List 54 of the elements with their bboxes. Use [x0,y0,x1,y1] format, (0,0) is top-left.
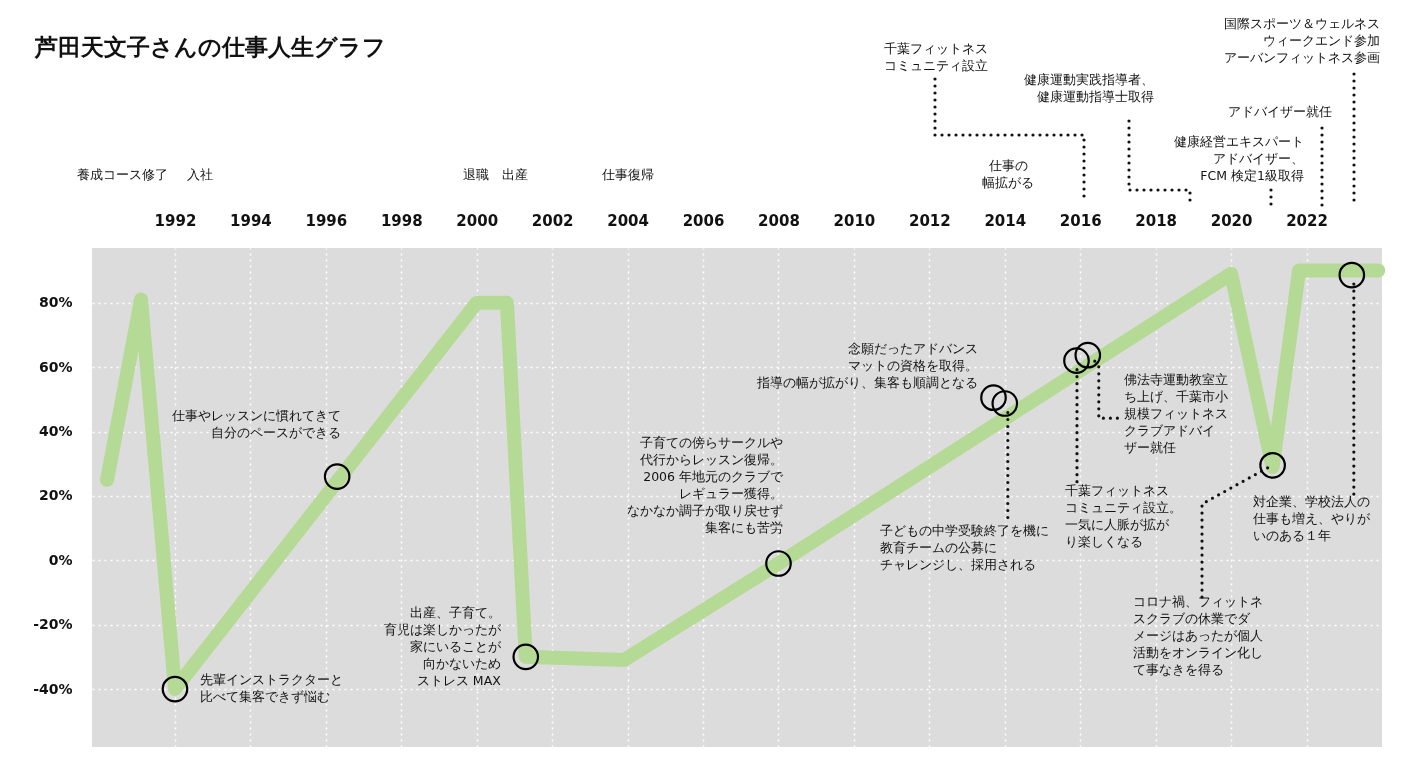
x-tick-label: 2004 [607,211,649,230]
point [1259,451,1286,479]
text: アドバイザー就任 [1228,104,1332,119]
y-tick-label: -40% [33,680,73,697]
point [991,390,1019,417]
chart-title: 芦田天文子さんの仕事人生グラフ [35,33,386,62]
annotation: 対企業、学校法人の仕事も増え、やりがいのある１年 [1251,494,1371,544]
x-tick-label: 2016 [1059,211,1102,230]
x-tick-label: 2022 [1286,211,1328,230]
x-tick-label: 2000 [456,211,499,230]
annotation: 佛法寺運動教室立ち上げ、千葉市小規模フィットネスクラブアドバイザー就任 [1123,372,1228,456]
x-tick-label: 1998 [380,211,423,230]
text: 仕事復帰 [601,167,654,182]
point [161,675,189,703]
y-tick-label: 80% [38,294,73,311]
x-tick-label: 2020 [1210,211,1253,230]
point [1338,261,1366,289]
text: 退職 出産 [463,167,528,182]
y-tick-label: 60% [38,358,73,375]
x-tick-label: 1994 [230,211,272,230]
y-tick-label: 20% [38,487,73,504]
x-tick-label: 2006 [682,211,725,230]
text: 入社 [187,167,213,182]
x-tick-label: 2008 [758,211,800,230]
x-tick-label: 2002 [531,211,574,230]
annotation: 先輩インストラクターと比べて集客できず悩む [199,672,343,705]
text: 千葉フィットネスコミュニティ設立 [884,41,988,73]
annotation: 念願だったアドバンスマットの資格を取得。指導の幅が拡がり、集客も順調となる [755,341,978,390]
text: 健康経営エキスパートアドバイザー、FCM 検定1級取得 [1174,134,1304,183]
x-tick-label: 2014 [984,211,1027,230]
annotation: 子どもの中学受験終了を機に教育チームの公募にチャレンジし、採用される [879,522,1049,572]
annotation: 仕事やレッスンに慣れてきて自分のペースができる [171,408,341,440]
y-tick-label: 40% [38,423,73,439]
point [512,643,540,671]
x-tick-label: 2010 [833,211,876,230]
text: 養成コース修了 [77,167,168,182]
annotation: 出産、子育て。育児は楽しかったが家にいることが向かないためストレス MAX [383,604,502,688]
y-tick-label: 0% [48,551,73,568]
x-tick-label: 2018 [1135,211,1178,230]
annotation: コロナ禍、フィットネスクラブの休業でダメージはあったが個人活動をオンライン化して事なきを得る [1133,594,1264,678]
text: 仕事の幅拡がる [982,158,1034,190]
y-tick-label: -20% [33,616,73,633]
x-tick-label: 1992 [154,211,197,230]
x-tick-label: 2012 [908,211,951,230]
text: 国際スポーツ＆ウェルネスウィークエンド参加アーバンフィットネス参画 [1224,16,1380,65]
point [1074,341,1102,369]
point [765,550,792,577]
point [980,384,1007,412]
point [323,463,351,490]
point [1063,347,1090,374]
text: 健康運動実践指導者、健康運動指導士取得 [1024,72,1154,104]
x-tick-label: 1996 [305,211,348,230]
annotation: 千葉フィットネスコミュニティ設立。一気に人脈が拡がり楽しくなる [1064,482,1182,549]
annotation: 子育ての傍らサークルや代行からレッスン復帰。2006 年地元のクラブでレギュラー獲得。なかなか調子が取り戻せず集客にも苦労 [626,435,784,535]
